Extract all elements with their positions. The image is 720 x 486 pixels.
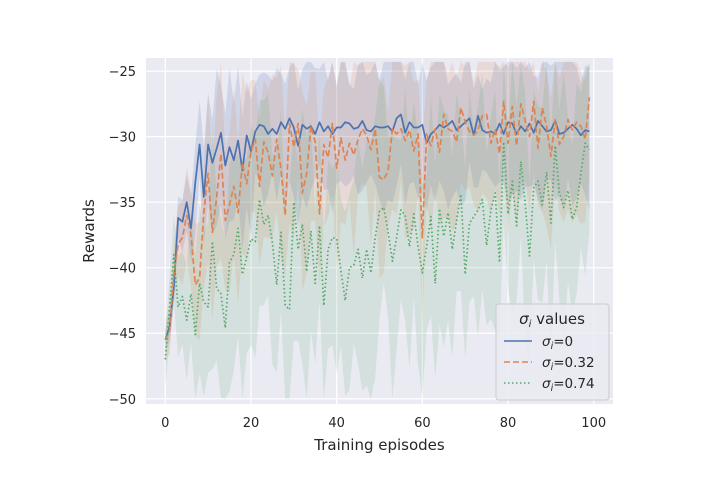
legend-entry-sigma-0: σi=0 bbox=[542, 334, 573, 352]
y-axis-label: Rewards bbox=[80, 199, 98, 263]
band-σi=0.32 bbox=[165, 61, 590, 360]
y-tick-label: −50 bbox=[109, 393, 136, 408]
legend-entry-sigma-0.32: σi=0.32 bbox=[542, 355, 595, 373]
x-tick-label: 40 bbox=[328, 416, 345, 431]
x-axis-label: Training episodes bbox=[313, 436, 445, 454]
legend-entry-sigma-0.74: σi=0.74 bbox=[542, 376, 595, 394]
gridlines bbox=[146, 58, 613, 404]
band-σi=0.74 bbox=[165, 61, 590, 399]
y-tick-label: −35 bbox=[109, 196, 136, 211]
x-tick-label: 20 bbox=[243, 416, 260, 431]
x-tick-label: 100 bbox=[581, 416, 606, 431]
x-tick-label: 80 bbox=[500, 416, 517, 431]
y-tick-label: −25 bbox=[109, 65, 136, 80]
x-tick-label: 60 bbox=[414, 416, 431, 431]
legend-box bbox=[495, 303, 610, 401]
y-tick-label: −40 bbox=[109, 262, 136, 277]
x-tick-labels: 0 20 40 60 80 100 bbox=[161, 416, 606, 431]
legend-title: σi values bbox=[519, 310, 585, 330]
legend: σi values σi=0 σi=0.32 σi=0.74 bbox=[495, 303, 610, 401]
y-tick-label: −30 bbox=[109, 131, 136, 146]
confidence-bands bbox=[165, 61, 590, 399]
series-line-σi=0.32 bbox=[164, 97, 591, 341]
y-tick-labels: −25 −30 −35 −40 −45 −50 bbox=[109, 65, 136, 408]
y-tick-label: −45 bbox=[109, 327, 136, 342]
x-tick-label: 0 bbox=[161, 416, 169, 431]
band-σi=0 bbox=[165, 61, 590, 351]
series-line-σi=0.74 bbox=[164, 141, 591, 360]
series-lines bbox=[164, 97, 591, 360]
